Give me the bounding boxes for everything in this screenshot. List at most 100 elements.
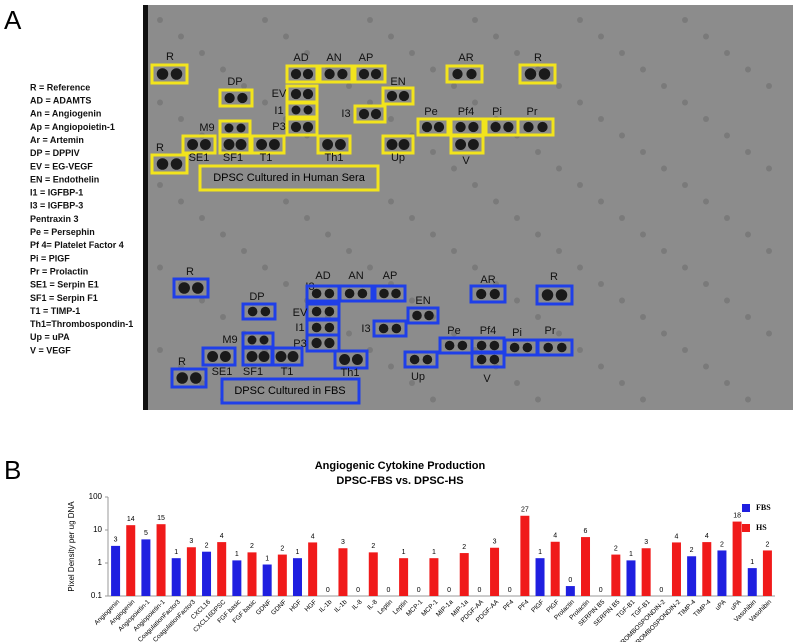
value-label: 2	[250, 543, 254, 550]
spot	[370, 108, 382, 120]
spot	[290, 88, 302, 100]
legend-text: Ar = Artemin	[30, 135, 84, 145]
spot	[156, 68, 169, 80]
value-label: 2	[205, 543, 209, 550]
spot-label: M9	[222, 334, 237, 346]
legend-text: Pr = Prolactin	[30, 266, 88, 276]
panel-label: A	[4, 5, 22, 35]
spot	[247, 306, 258, 317]
faint-spot	[766, 248, 772, 254]
spot	[509, 342, 520, 353]
legend-swatch	[742, 504, 750, 512]
faint-spot	[766, 165, 772, 172]
spot-label: V	[462, 155, 470, 167]
bar	[141, 539, 151, 596]
legend-text: DP = DPPIV	[30, 148, 80, 158]
faint-spot	[493, 198, 499, 205]
spot-box	[170, 367, 208, 389]
spot-label: SE1	[189, 152, 210, 164]
spot-label: AP	[383, 270, 398, 282]
faint-spot	[472, 17, 478, 23]
caption-box	[198, 164, 380, 192]
spot-label: AD	[315, 270, 330, 282]
legend-text: V = VEGF	[30, 345, 71, 355]
value-label: 2	[720, 541, 724, 548]
legend-text: SF1 = Serpin F1	[30, 293, 98, 303]
spot	[302, 88, 314, 100]
y-tick-label: 1	[98, 558, 103, 567]
faint-spot	[703, 33, 709, 40]
value-label: 3	[114, 537, 118, 544]
spot-label: T1	[260, 152, 273, 164]
faint-spot	[661, 165, 667, 172]
faint-spot	[682, 17, 688, 23]
faint-spot	[514, 380, 520, 386]
faint-spot	[178, 33, 184, 40]
faint-spot	[682, 99, 688, 106]
legend-text: T1 = TIMP-1	[30, 306, 80, 316]
faint-spot	[598, 281, 604, 287]
faint-spot	[283, 33, 289, 40]
bar	[762, 550, 772, 596]
faint-spot	[283, 198, 289, 205]
faint-spot	[514, 297, 520, 304]
faint-spot	[472, 99, 478, 106]
spot	[476, 340, 487, 351]
bar	[308, 542, 318, 596]
spot	[538, 68, 551, 80]
spot-label: I1	[274, 105, 283, 117]
faint-spot	[346, 330, 352, 337]
spot-box	[372, 319, 408, 338]
spot-box	[449, 134, 485, 155]
spot	[455, 139, 467, 150]
spot-box	[285, 101, 319, 119]
faint-spot	[388, 198, 394, 205]
value-label: 0	[659, 587, 663, 594]
value-label: 1	[629, 551, 633, 558]
spot-label: Pr	[545, 325, 556, 337]
spot	[421, 121, 433, 133]
spot	[398, 90, 410, 102]
bar	[156, 524, 166, 596]
spot-box	[445, 64, 484, 84]
faint-spot	[535, 396, 541, 403]
spot-label: DP	[227, 76, 242, 88]
faint-spot	[430, 396, 436, 403]
faint-spot	[724, 50, 730, 56]
spot	[268, 139, 280, 150]
bar	[126, 525, 136, 596]
x-tick-label: IL-8	[351, 598, 364, 611]
legend-text: Ap = Angiopoietin-1	[30, 122, 115, 132]
value-label: 3	[493, 539, 497, 546]
spot	[489, 340, 500, 351]
spot	[258, 351, 270, 362]
bar	[292, 558, 302, 596]
bar	[202, 551, 212, 596]
bar	[687, 556, 697, 596]
spot	[370, 68, 382, 80]
spot-box	[518, 63, 557, 85]
value-label: 3	[644, 539, 648, 546]
spot-label: DP	[249, 291, 264, 303]
spot	[302, 121, 314, 133]
faint-spot	[556, 83, 562, 89]
spot	[523, 121, 534, 133]
faint-spot	[703, 281, 709, 287]
faint-spot	[409, 215, 415, 221]
spot	[237, 92, 248, 104]
spot-label: I1	[295, 322, 304, 334]
faint-spot	[640, 66, 646, 73]
bar	[671, 542, 681, 596]
x-tick-label: PF4	[517, 598, 531, 612]
faint-spot	[598, 33, 604, 40]
spot	[357, 288, 368, 299]
bar	[520, 515, 530, 596]
faint-spot	[598, 116, 604, 122]
faint-spot	[430, 149, 436, 155]
x-tick-label: IL-1b	[318, 598, 334, 614]
spot	[236, 123, 246, 133]
spot-box	[172, 277, 210, 299]
faint-spot	[745, 314, 751, 320]
faint-spot	[556, 165, 562, 172]
